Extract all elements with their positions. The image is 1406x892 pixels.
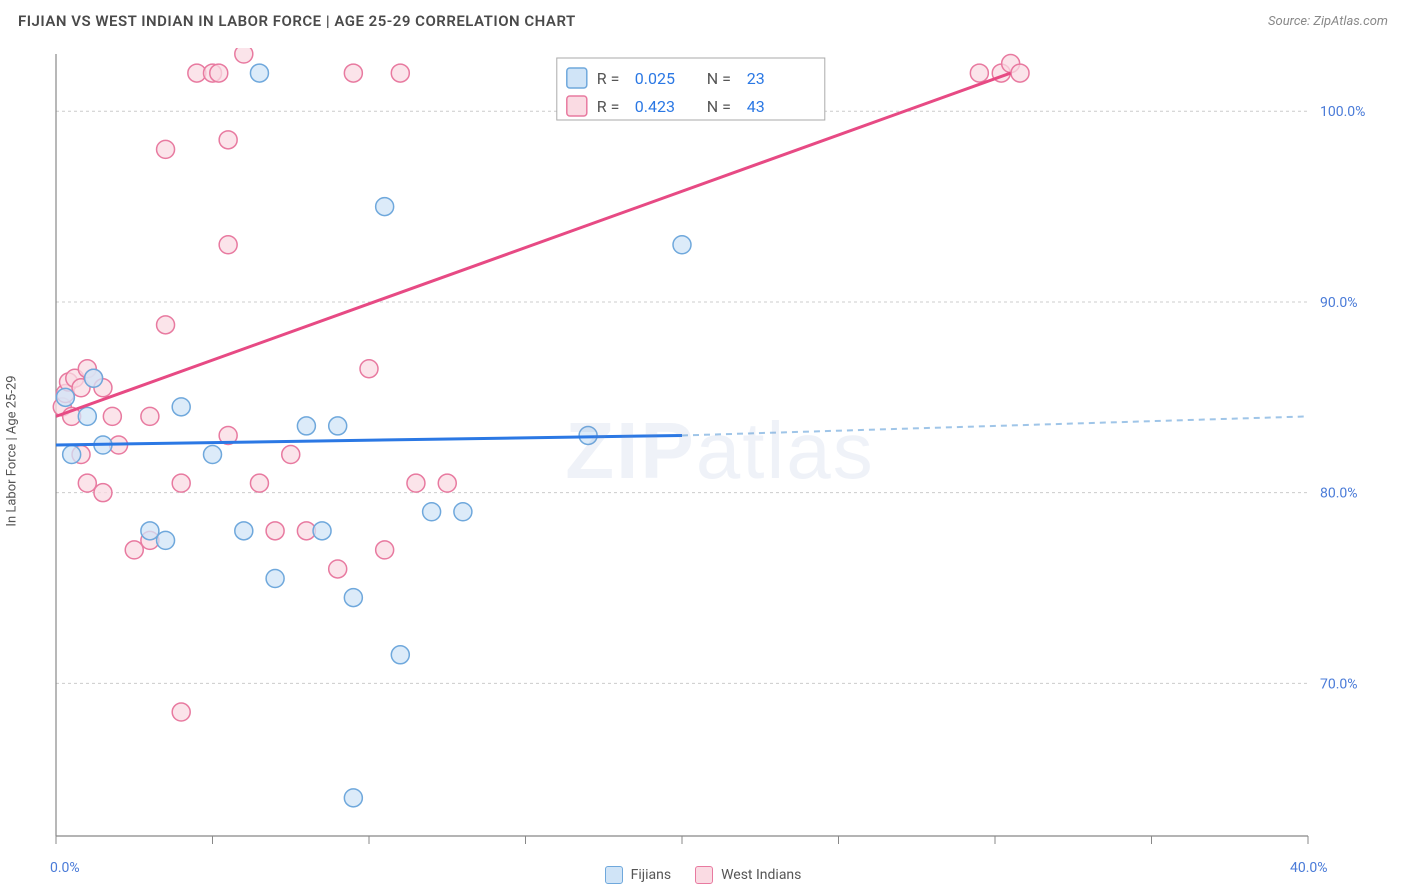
svg-text:R =: R = xyxy=(597,69,620,88)
svg-text:0.025: 0.025 xyxy=(635,69,675,88)
scatter-plot-svg: 70.0% 80.0% 90.0% 100.0% R = 0.025 N = 23 R = 0.4… xyxy=(52,48,1388,854)
svg-text:R =: R = xyxy=(597,97,620,116)
svg-text:23: 23 xyxy=(747,69,765,88)
svg-text:100.0%: 100.0% xyxy=(1320,104,1365,120)
plot-area: 70.0% 80.0% 90.0% 100.0% R = 0.025 N = 23 R = 0.4… xyxy=(52,48,1388,854)
source-label: Source: ZipAtlas.com xyxy=(1268,14,1388,29)
legend-label-west-indians: West Indians xyxy=(721,867,801,883)
y-axis-label: In Labor Force | Age 25-29 xyxy=(5,375,20,526)
chart-container: In Labor Force | Age 25-29 70.0%80.0%90.… xyxy=(18,48,1388,854)
svg-text:70.0%: 70.0% xyxy=(1320,676,1358,692)
svg-text:80.0%: 80.0% xyxy=(1320,486,1358,502)
legend-label-fijians: Fijians xyxy=(631,867,671,883)
svg-text:N =: N = xyxy=(707,69,731,88)
chart-title: FIJIAN VS WEST INDIAN IN LABOR FORCE | A… xyxy=(18,12,576,30)
bottom-legend: 0.0% Fijians West Indians 40.0% xyxy=(0,866,1406,884)
svg-text:43: 43 xyxy=(747,97,765,116)
svg-text:0.423: 0.423 xyxy=(635,97,675,116)
x-axis-min-label: 0.0% xyxy=(50,860,80,876)
svg-text:N =: N = xyxy=(707,97,731,116)
legend-item-west-indians: West Indians xyxy=(695,866,801,884)
x-axis-max-label: 40.0% xyxy=(1290,860,1328,876)
legend-swatch-fijians xyxy=(605,866,623,884)
chart-header: FIJIAN VS WEST INDIAN IN LABOR FORCE | A… xyxy=(0,0,1406,38)
legend-item-fijians: Fijians xyxy=(605,866,671,884)
legend-swatch-west-indians xyxy=(695,866,713,884)
svg-text:90.0%: 90.0% xyxy=(1320,295,1358,311)
